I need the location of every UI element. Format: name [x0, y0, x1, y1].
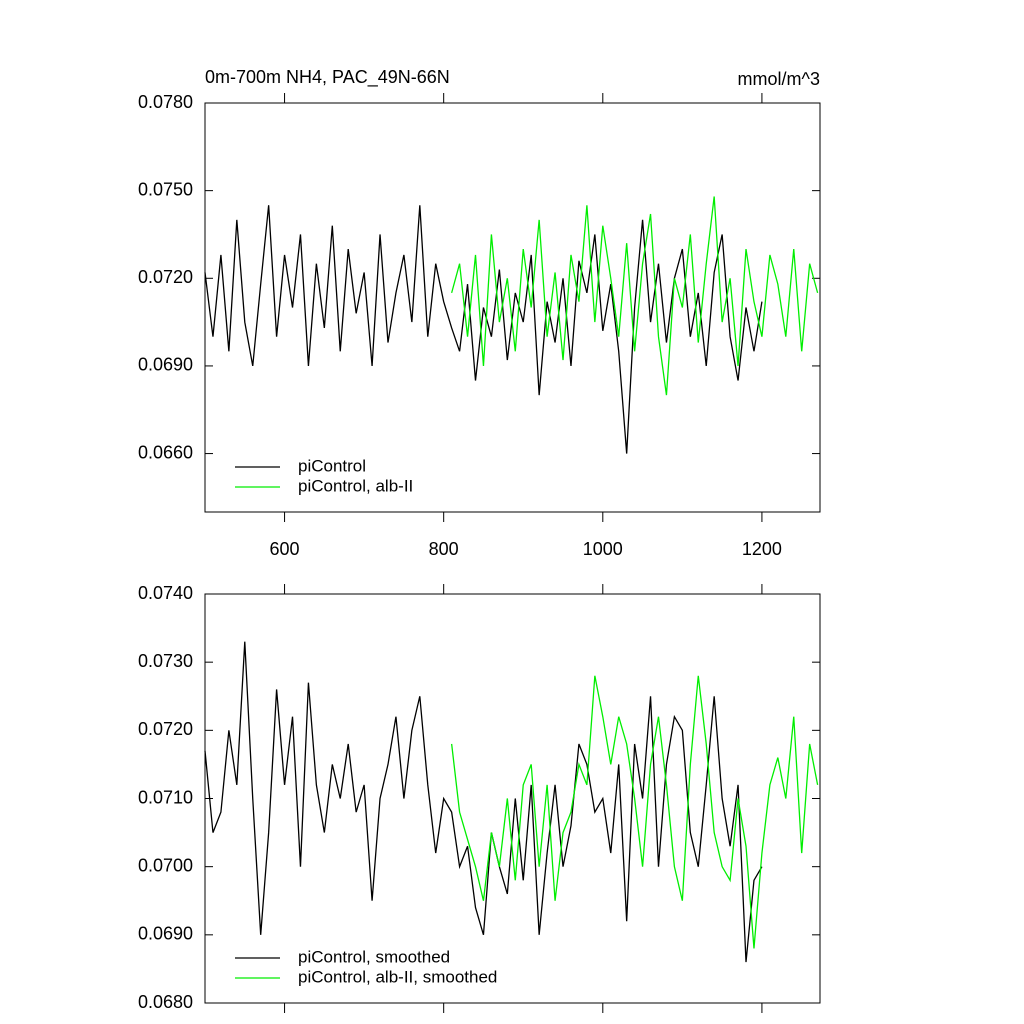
y-tick-label: 0.0690	[138, 924, 193, 944]
y-tick-label: 0.0730	[138, 651, 193, 671]
x-tick-label: 1000	[583, 539, 623, 559]
plot-frame	[204, 102, 821, 513]
y-tick-label: 0.0680	[138, 992, 193, 1012]
y-tick-label: 0.0720	[138, 267, 193, 287]
y-tick-label: 0.0710	[138, 787, 193, 807]
legend-label: piControl	[298, 456, 366, 475]
units-label: mmol/m^3	[738, 69, 820, 89]
legend-label: piControl, alb-II, smoothed	[298, 967, 497, 986]
y-tick-label: 0.0660	[138, 442, 193, 462]
y-tick-label: 0.0720	[138, 719, 193, 739]
data-line	[204, 205, 763, 454]
data-line	[451, 196, 819, 396]
chart-title: 0m-700m NH4, PAC_49N-66N	[205, 67, 450, 88]
legend-label: piControl, alb-II	[298, 476, 413, 495]
y-tick-label: 0.0750	[138, 179, 193, 199]
legend-label: piControl, smoothed	[298, 947, 450, 966]
x-tick-label: 800	[429, 539, 459, 559]
data-line	[204, 641, 763, 963]
data-line	[450, 675, 819, 949]
y-tick-label: 0.0740	[138, 583, 193, 603]
y-tick-label: 0.0690	[138, 355, 193, 375]
x-tick-label: 600	[270, 539, 300, 559]
x-tick-label: 1200	[742, 539, 782, 559]
y-tick-label: 0.0780	[138, 92, 193, 112]
y-tick-label: 0.0700	[138, 855, 193, 875]
